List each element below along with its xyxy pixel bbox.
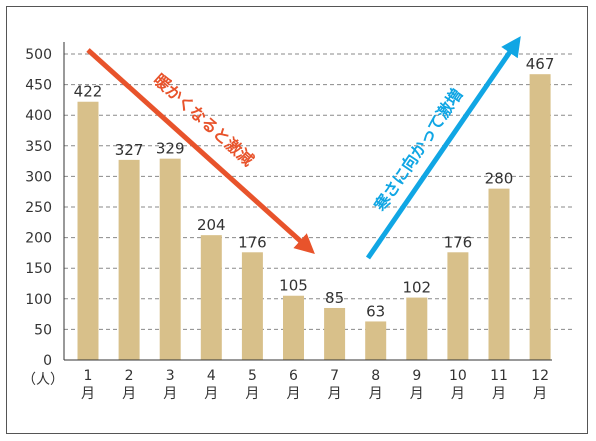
data-labels: 422 327 329 204 176 105 85 63 102 176 280 467: [74, 55, 555, 320]
y-tick-label: 300: [25, 169, 52, 185]
y-tick-label: 150: [25, 261, 52, 277]
bar-value-label: 329: [156, 140, 185, 158]
y-tick-label: 50: [34, 322, 52, 338]
axes: 0 50 100 150 200 250 300 350 400 450 500 （人） 1 月 2 月 3 月 4…: [22, 42, 552, 402]
y-tick-label: 250: [25, 200, 52, 216]
y-unit-label: （人）: [22, 372, 64, 388]
bar: [283, 295, 304, 360]
annotation-increase: 寒さに向かって激増: [370, 85, 466, 215]
bar: [200, 235, 222, 360]
y-tick-label: 200: [25, 231, 52, 247]
x-tick-label: 10 月: [449, 368, 467, 402]
y-tick-label: 350: [25, 139, 52, 155]
bar-value-label: 204: [197, 216, 226, 234]
y-tick-label: 100: [25, 292, 52, 308]
bar: [241, 252, 263, 360]
bar: [118, 159, 140, 360]
bar-value-label: 105: [279, 277, 308, 295]
bar: [77, 101, 99, 361]
bar: [529, 74, 551, 361]
bar-value-label: 102: [402, 279, 431, 297]
y-tick-label: 450: [25, 78, 52, 94]
bar-value-label: 422: [74, 83, 103, 101]
bar: [365, 321, 387, 360]
bar: [324, 307, 346, 360]
bar: [406, 297, 428, 360]
bars: [77, 74, 551, 361]
grid-lines: [64, 53, 572, 330]
x-tick-label: 12 月: [531, 368, 549, 402]
y-tick-label: 500: [25, 47, 52, 63]
bar-value-label: 63: [366, 302, 385, 320]
bar-value-label: 176: [444, 233, 473, 251]
annotations: 暖かくなると激減 寒さに向かって激増: [86, 36, 521, 260]
up-arrow: [365, 36, 521, 260]
bar: [447, 252, 469, 360]
y-tick-label: 400: [25, 108, 52, 124]
down-arrow: [86, 48, 315, 255]
bar-value-label: 280: [485, 170, 514, 188]
bar: [159, 158, 181, 360]
bar-value-label: 85: [325, 289, 344, 307]
bar: [488, 188, 510, 360]
bar-value-label: 327: [115, 141, 144, 159]
y-tick-label: 0: [43, 353, 52, 369]
bar-value-label: 467: [526, 55, 555, 73]
bar-value-label: 176: [238, 233, 267, 251]
x-tick-label: 11 月: [490, 368, 508, 402]
